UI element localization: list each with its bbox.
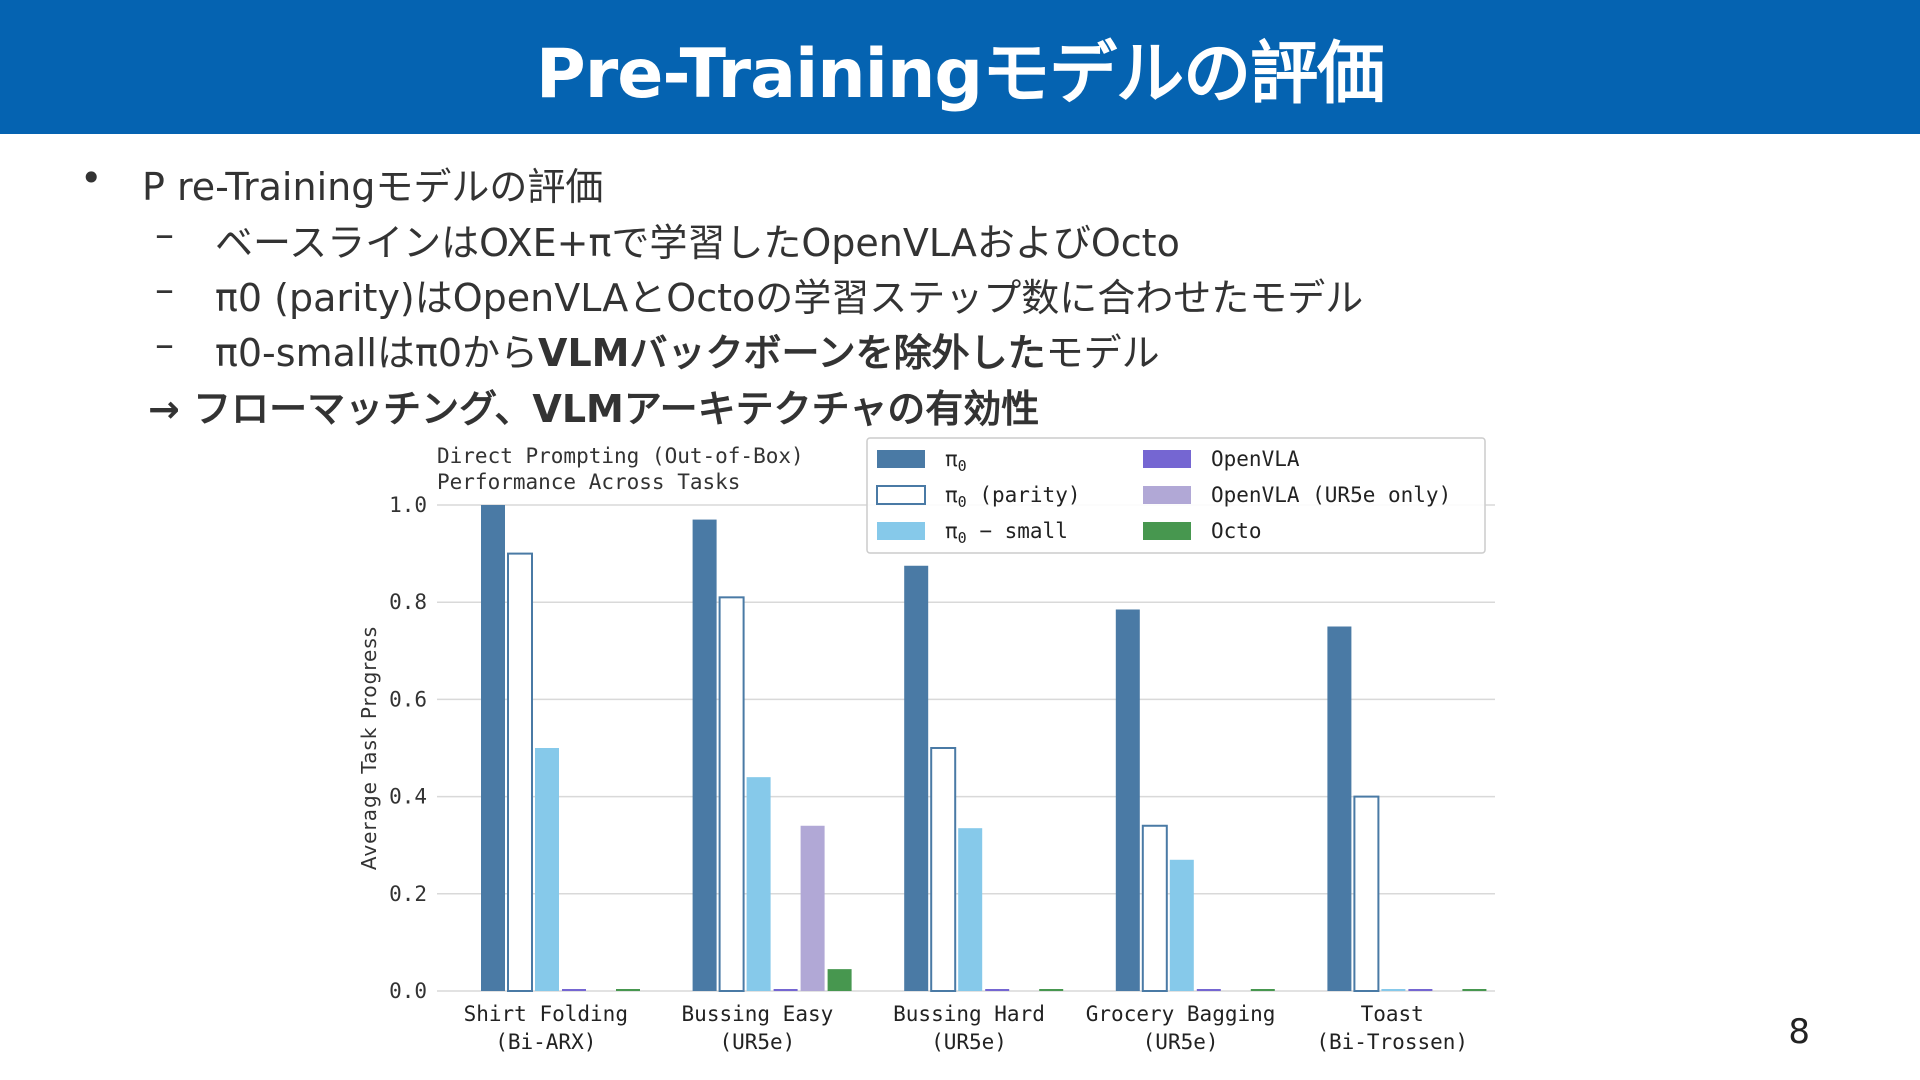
y-tick-label: 0.4 — [389, 785, 427, 809]
x-tick-label: (UR5e) — [931, 1030, 1007, 1054]
x-tick-label: Shirt Folding — [464, 1002, 628, 1026]
legend-label: OpenVLA (UR5e only) — [1211, 483, 1451, 507]
legend-swatch — [877, 522, 925, 540]
legend-label: π0 — [945, 447, 967, 475]
bar — [718, 596, 745, 992]
bar — [1327, 626, 1352, 991]
bar — [1462, 989, 1487, 991]
legend-label: Octo — [1211, 519, 1262, 543]
sub-bullet-3-bold: VLMバックボーンを除外した — [538, 331, 1046, 375]
bar — [904, 565, 929, 991]
x-tick-label: Grocery Bagging — [1086, 1002, 1276, 1026]
y-axis-label: Average Task Progress — [357, 626, 381, 870]
bar — [481, 505, 505, 991]
x-tick-label: (UR5e) — [719, 1030, 795, 1054]
title-bar: Pre-Trainingモデルの評価 — [0, 0, 1920, 134]
x-tick-label: (Bi-ARX) — [495, 1030, 596, 1054]
bar-chart: 0.0 0.2 0.4 0.6 0.8 1.0 Average Task Progress D… — [357, 437, 1495, 1054]
bar — [930, 747, 957, 992]
chart-title: Direct Prompting (Out-of-Box) — [437, 444, 804, 468]
chart-title: Performance Across Tasks — [437, 470, 740, 494]
conclusion-line: → フローマッチング、VLMアーキテクチャの有効性 — [148, 387, 1040, 431]
x-tick-label: Toast — [1361, 1002, 1424, 1026]
legend-swatch — [1143, 450, 1191, 468]
bullet-main-text: P re-Trainingモデルの評価 — [142, 165, 604, 209]
slide-title: Pre-Trainingモデルの評価 — [535, 34, 1385, 114]
bar — [985, 989, 1010, 991]
bar — [1039, 989, 1064, 991]
dash-mark: – — [155, 267, 174, 311]
x-tick-label: Bussing Easy — [682, 1002, 834, 1026]
bar — [692, 519, 717, 991]
legend-swatch — [876, 485, 926, 505]
bar — [1381, 989, 1406, 991]
y-tick-label: 0.2 — [389, 882, 427, 906]
x-tick-label: Bussing Hard — [893, 1002, 1045, 1026]
page-number: 8 — [1788, 1012, 1810, 1052]
bar — [1408, 989, 1433, 991]
legend-swatch — [1143, 522, 1191, 540]
bar — [1250, 989, 1275, 991]
sub-bullet-1-text: ベースラインはOXE+πで学習したOpenVLAおよびOcto — [215, 221, 1180, 265]
legend-swatch — [1143, 486, 1191, 504]
bar — [507, 552, 533, 992]
legend-label: OpenVLA — [1211, 447, 1300, 471]
x-tick-label: (UR5e) — [1143, 1030, 1219, 1054]
x-tick-label: (Bi-Trossen) — [1316, 1030, 1468, 1054]
bar — [958, 828, 983, 991]
sub-bullet-3-text: π0-smallはπ0からVLMバックボーンを除外したモデル — [215, 322, 1160, 377]
bar — [800, 825, 825, 991]
bar — [535, 748, 559, 991]
dash-mark: – — [155, 322, 174, 366]
dash-mark: – — [155, 212, 174, 256]
bar — [1353, 795, 1380, 992]
bar — [827, 969, 852, 991]
sub-bullet-3-pre: π0-smallはπ0から — [215, 331, 539, 375]
bar — [616, 989, 640, 991]
bar — [1141, 824, 1168, 993]
sub-bullet-2-text: π0 (parity)はOpenVLAとOctoの学習ステップ数に合わせたモデル — [215, 276, 1364, 320]
legend-swatch — [877, 450, 925, 468]
y-tick-label: 0.0 — [389, 979, 427, 1003]
bar — [1169, 859, 1194, 991]
sub-bullet-3-post: モデル — [1045, 331, 1160, 375]
bar — [1115, 609, 1140, 991]
y-tick-label: 0.8 — [389, 590, 427, 614]
bar — [746, 777, 771, 991]
y-tick-label: 0.6 — [389, 687, 427, 711]
bullet-dot: • — [80, 156, 103, 200]
bar — [1196, 989, 1221, 991]
legend-label: π0 − small — [945, 519, 1068, 547]
bar — [773, 989, 798, 991]
y-tick-label: 1.0 — [389, 493, 427, 517]
bar — [562, 989, 586, 991]
legend-label: π0 (parity) — [945, 483, 1080, 511]
